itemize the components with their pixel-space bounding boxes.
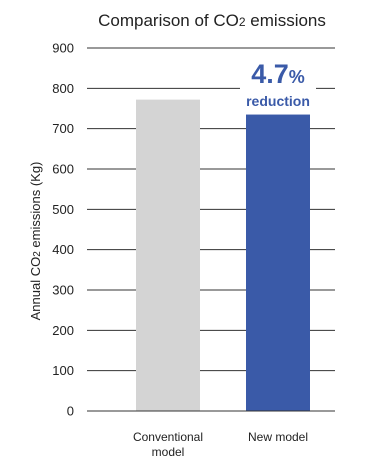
bar-conventional-model [136,99,200,412]
gridlines [87,47,335,412]
y-tick-label: 700 [52,121,74,136]
y-tick-label: 600 [52,162,74,177]
y-axis-label: Annual CO2 emissions (Kg) [28,162,43,321]
reduction-label: reduction [246,93,310,109]
bar-new-model [246,114,310,412]
bars [87,99,335,412]
annotation-backdrop [240,60,316,112]
y-tick-label: 800 [52,81,74,96]
y-tick-label: 500 [52,202,74,217]
x-category-label: New model [248,430,308,444]
y-tick-label: 400 [52,242,74,257]
y-tick-label: 900 [52,41,74,56]
reduction-percentage: 4.7% [251,59,305,89]
x-category-label: Conventional [133,430,203,444]
y-tick-label: 100 [52,363,74,378]
reduction-annotation: 4.7% reduction [240,59,316,112]
chart-title: Comparison of CO2 emissions [98,11,326,30]
y-tick-label: 300 [52,283,74,298]
y-tick-label: 0 [67,404,74,419]
y-axis-ticks: 0 100 200 300 400 500 600 700 800 900 [52,41,74,419]
y-tick-label: 200 [52,323,74,338]
x-category-label: model [152,445,185,459]
